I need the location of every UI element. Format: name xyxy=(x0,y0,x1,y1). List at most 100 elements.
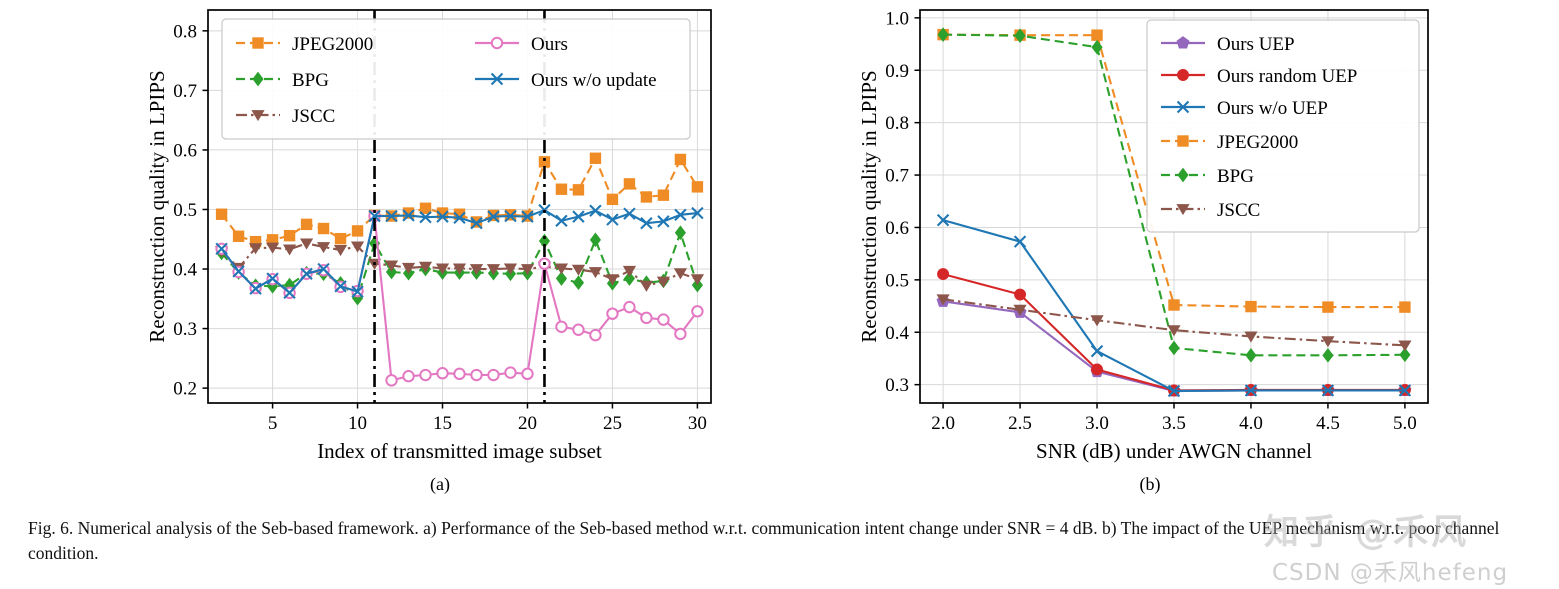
data-marker xyxy=(555,271,568,286)
data-marker xyxy=(487,210,500,223)
data-marker xyxy=(572,210,585,223)
data-marker xyxy=(453,211,466,225)
data-marker xyxy=(452,263,467,275)
data-marker xyxy=(300,218,313,231)
legend-label: JPEG2000 xyxy=(1217,132,1298,153)
data-marker xyxy=(606,307,619,320)
data-marker xyxy=(657,215,670,228)
data-marker xyxy=(1322,301,1334,313)
ytick-label: 0.6 xyxy=(885,218,909,239)
data-marker xyxy=(656,276,671,288)
ytick-label: 0.8 xyxy=(885,113,909,134)
data-marker xyxy=(249,282,262,295)
data-marker xyxy=(657,313,670,326)
data-marker xyxy=(674,153,687,166)
legend-label: Ours w/o UEP xyxy=(1217,98,1328,119)
data-marker xyxy=(317,222,330,235)
data-marker xyxy=(316,242,331,254)
legend[interactable]: Ours UEP Ours random UEP Ours w/o UEP JPEG2… xyxy=(1146,19,1420,233)
data-marker xyxy=(605,274,620,286)
panel-b-plot: 2.0 2.5 3.0 3.5 4.0 4.5 5.0 0.3 0.4 0.5 0.6 0.7 0.8 0… xyxy=(857,8,1429,463)
data-marker xyxy=(384,260,399,272)
data-marker xyxy=(1399,301,1411,313)
data-marker xyxy=(572,323,585,336)
data-marker xyxy=(589,232,602,248)
data-marker xyxy=(691,181,704,193)
legend-glyph xyxy=(1161,36,1205,49)
legend-box xyxy=(1146,19,1420,233)
data-marker xyxy=(690,274,705,286)
data-marker xyxy=(640,311,653,325)
data-marker xyxy=(351,225,364,237)
data-marker xyxy=(1013,235,1027,248)
subplot-a: 5 10 15 20 25 30 0.2 0.3 0.4 0.5 0.6 0.7 0.8 Index of… xyxy=(0,0,780,515)
data-marker xyxy=(1013,304,1027,316)
data-marker xyxy=(351,285,364,298)
data-marker xyxy=(504,366,517,379)
data-marker xyxy=(300,267,313,280)
ytick-label: 0.6 xyxy=(173,140,197,161)
ytick-label: 0.3 xyxy=(173,319,197,340)
axes-frame xyxy=(207,9,712,404)
legend-glyph xyxy=(1161,135,1205,147)
data-marker xyxy=(419,368,432,382)
data-marker xyxy=(232,230,245,242)
ytick-label: 0.3 xyxy=(885,375,909,396)
data-marker xyxy=(385,209,398,223)
ytick-label: 1.0 xyxy=(885,8,909,29)
data-marker xyxy=(1090,315,1104,327)
legend-label: Ours w/o update xyxy=(531,70,657,91)
legend-label: JSCC xyxy=(1217,200,1260,221)
data-marker xyxy=(334,232,347,245)
data-marker xyxy=(1176,100,1190,114)
legend-label: Ours UEP xyxy=(1217,34,1295,55)
data-marker xyxy=(937,268,950,281)
legend-glyph xyxy=(1161,69,1205,81)
data-marker xyxy=(215,242,228,255)
data-marker xyxy=(469,264,484,276)
data-marker xyxy=(691,206,704,220)
data-marker xyxy=(1399,347,1411,363)
data-marker xyxy=(470,368,483,382)
xtick-label: 5 xyxy=(268,413,278,434)
data-marker xyxy=(640,216,653,230)
data-marker xyxy=(385,374,398,387)
data-marker xyxy=(453,208,466,220)
data-marker xyxy=(266,272,279,285)
data-marker xyxy=(1244,331,1258,343)
legend-glyph xyxy=(1161,167,1205,183)
data-marker xyxy=(936,213,950,227)
data-marker xyxy=(251,110,265,122)
legend-box xyxy=(221,18,691,140)
data-marker xyxy=(674,208,687,222)
data-marker xyxy=(1091,29,1103,41)
data-marker xyxy=(1168,340,1180,356)
xtick-label: 2.5 xyxy=(1008,413,1032,434)
data-marker xyxy=(402,209,415,222)
legend-label: BPG xyxy=(292,70,329,91)
legend-glyph xyxy=(475,36,519,50)
data-marker xyxy=(1244,384,1258,397)
data-marker xyxy=(640,191,653,203)
legend-label: JSCC xyxy=(292,106,335,127)
data-marker xyxy=(589,328,602,342)
legend-glyph xyxy=(236,110,280,122)
data-marker xyxy=(571,264,586,276)
legend[interactable]: JPEG2000 BPG JSCC Ours Ours w/o update xyxy=(221,18,691,140)
data-marker xyxy=(1168,299,1180,311)
xtick-label: 15 xyxy=(433,413,452,434)
legend-glyph xyxy=(1161,204,1205,216)
ytick-label: 0.7 xyxy=(885,166,909,187)
data-marker xyxy=(555,214,568,227)
xtick-label: 30 xyxy=(688,413,707,434)
data-marker xyxy=(435,263,450,275)
xtick-label: 3.5 xyxy=(1162,413,1186,434)
data-marker xyxy=(1176,204,1190,216)
data-marker xyxy=(1091,39,1103,55)
data-marker xyxy=(282,244,297,256)
data-marker xyxy=(521,367,534,381)
data-marker xyxy=(1167,325,1181,337)
data-marker xyxy=(520,264,535,276)
xtick-label: 20 xyxy=(518,413,537,434)
data-marker xyxy=(470,216,483,230)
